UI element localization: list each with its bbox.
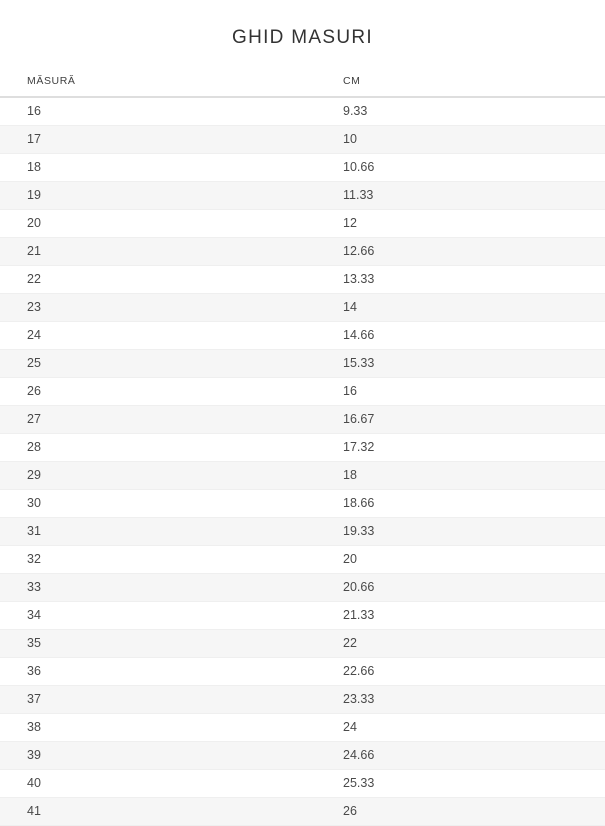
page-title: GHID MASURI <box>232 27 373 48</box>
cell-size: 31 <box>0 517 322 546</box>
table-row: 16 9.33 <box>0 97 605 126</box>
cell-size: 25 <box>0 349 322 378</box>
cell-size: 16 <box>0 97 322 126</box>
table-row: 24 14.66 <box>0 321 605 350</box>
cell-cm: 16 <box>322 377 605 406</box>
table-row: 21 12.66 <box>0 237 605 266</box>
table-header: MĂSURĂ CM <box>0 75 605 98</box>
cell-cm: 18 <box>322 461 605 490</box>
cell-cm: 23.33 <box>322 685 605 714</box>
table-row: 26 16 <box>0 377 605 406</box>
table-row: 37 23.33 <box>0 685 605 714</box>
column-header-cm: CM <box>322 75 605 98</box>
cell-cm: 10.66 <box>322 153 605 182</box>
cell-size: 29 <box>0 461 322 490</box>
cell-size: 23 <box>0 293 322 322</box>
cell-cm: 9.33 <box>322 97 605 126</box>
cell-cm: 18.66 <box>322 489 605 518</box>
cell-cm: 26 <box>322 797 605 826</box>
table-row: 38 24 <box>0 713 605 742</box>
table-body: 16 9.33 17 10 18 10.66 19 11.33 20 12 21 12.66 22 13.… <box>0 97 605 826</box>
column-header-size: MĂSURĂ <box>0 75 322 98</box>
table-row: 39 24.66 <box>0 741 605 770</box>
table-row: 35 22 <box>0 629 605 658</box>
cell-cm: 17.32 <box>322 433 605 462</box>
cell-size: 35 <box>0 629 322 658</box>
cell-size: 21 <box>0 237 322 266</box>
cell-size: 19 <box>0 181 322 210</box>
table-row: 31 19.33 <box>0 517 605 546</box>
cell-size: 17 <box>0 125 322 154</box>
cell-cm: 21.33 <box>322 601 605 630</box>
table-row: 36 22.66 <box>0 657 605 686</box>
cell-size: 28 <box>0 433 322 462</box>
cell-size: 27 <box>0 405 322 434</box>
table-row: 34 21.33 <box>0 601 605 630</box>
table-row: 32 20 <box>0 545 605 574</box>
cell-cm: 13.33 <box>322 265 605 294</box>
table-row: 23 14 <box>0 293 605 322</box>
table-row: 25 15.33 <box>0 349 605 378</box>
table-header-row: MĂSURĂ CM <box>0 75 605 98</box>
cell-cm: 24.66 <box>322 741 605 770</box>
cell-size: 26 <box>0 377 322 406</box>
cell-cm: 14.66 <box>322 321 605 350</box>
cell-size: 37 <box>0 685 322 714</box>
cell-size: 33 <box>0 573 322 602</box>
cell-cm: 24 <box>322 713 605 742</box>
cell-cm: 14 <box>322 293 605 322</box>
cell-cm: 12 <box>322 209 605 238</box>
cell-size: 20 <box>0 209 322 238</box>
cell-cm: 25.33 <box>322 769 605 798</box>
cell-size: 40 <box>0 769 322 798</box>
cell-size: 38 <box>0 713 322 742</box>
cell-size: 22 <box>0 265 322 294</box>
size-table-container: MĂSURĂ CM 16 9.33 17 10 18 10.66 19 11.33 20 12 21… <box>0 75 605 826</box>
table-row: 33 20.66 <box>0 573 605 602</box>
table-row: 27 16.67 <box>0 405 605 434</box>
table-row: 41 26 <box>0 797 605 826</box>
cell-size: 36 <box>0 657 322 686</box>
cell-cm: 19.33 <box>322 517 605 546</box>
table-row: 30 18.66 <box>0 489 605 518</box>
table-row: 17 10 <box>0 125 605 154</box>
cell-cm: 20.66 <box>322 573 605 602</box>
table-row: 20 12 <box>0 209 605 238</box>
table-row: 29 18 <box>0 461 605 490</box>
cell-size: 30 <box>0 489 322 518</box>
cell-size: 34 <box>0 601 322 630</box>
cell-cm: 16.67 <box>322 405 605 434</box>
cell-cm: 20 <box>322 545 605 574</box>
cell-size: 18 <box>0 153 322 182</box>
cell-cm: 11.33 <box>322 181 605 210</box>
table-row: 19 11.33 <box>0 181 605 210</box>
cell-size: 41 <box>0 797 322 826</box>
size-guide-table: MĂSURĂ CM 16 9.33 17 10 18 10.66 19 11.33 20 12 21… <box>0 75 605 826</box>
cell-cm: 10 <box>322 125 605 154</box>
cell-size: 24 <box>0 321 322 350</box>
table-row: 40 25.33 <box>0 769 605 798</box>
cell-size: 32 <box>0 545 322 574</box>
cell-cm: 22.66 <box>322 657 605 686</box>
cell-size: 39 <box>0 741 322 770</box>
cell-cm: 15.33 <box>322 349 605 378</box>
cell-cm: 22 <box>322 629 605 658</box>
table-row: 28 17.32 <box>0 433 605 462</box>
table-row: 22 13.33 <box>0 265 605 294</box>
table-row: 18 10.66 <box>0 153 605 182</box>
cell-cm: 12.66 <box>322 237 605 266</box>
